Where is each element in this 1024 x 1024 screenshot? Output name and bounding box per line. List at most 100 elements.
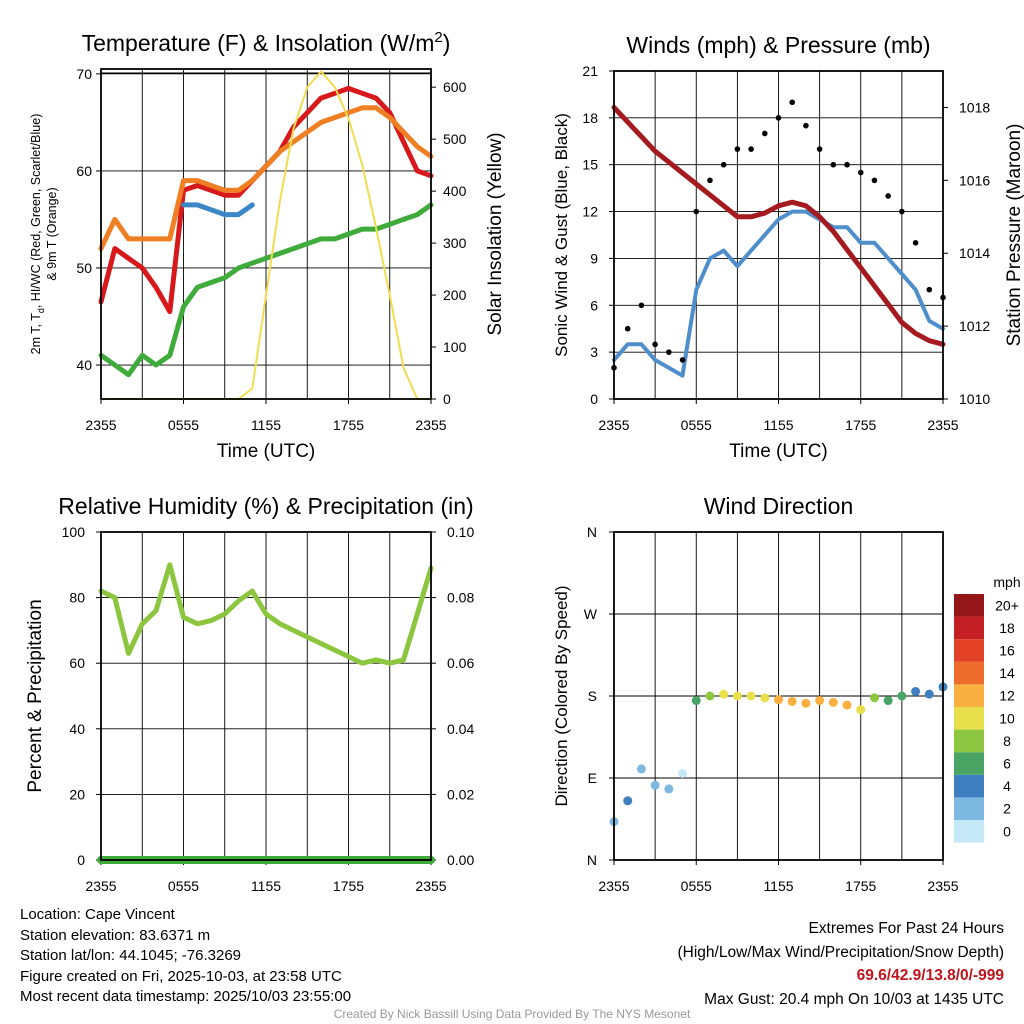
gust-point [707, 177, 713, 184]
extremes-values: 69.6/42.9/13.8/0/-999 [856, 967, 1004, 984]
y-tick-label: 60 [76, 163, 92, 179]
x-tick-label: 0555 [168, 878, 199, 894]
gust-point [912, 240, 919, 246]
panel-title: Temperature (F) & Insolation (W/m2) [82, 29, 451, 56]
gust-point [830, 161, 837, 168]
direction-point [746, 691, 756, 701]
direction-point [678, 768, 688, 778]
y-tick-label: 0 [77, 852, 85, 868]
colorbar-label: 6 [1003, 756, 1011, 772]
colorbar-unit: mph [993, 574, 1020, 590]
y-right-tick-label: 0.04 [447, 721, 474, 737]
station-elevation: Station elevation: 83.6371 m [20, 926, 211, 944]
most-recent-timestamp: Most recent data timestamp: 2025/10/03 2… [20, 988, 352, 1005]
x-tick-label: 1755 [333, 417, 364, 433]
x-tick-label: 2355 [415, 417, 446, 433]
extremes-title: Extremes For Past 24 Hours [808, 920, 1004, 937]
gust-point [734, 146, 741, 152]
gust-point [679, 357, 686, 363]
direction-point [924, 689, 934, 699]
panel-title: Relative Humidity (%) & Precipitation (i… [58, 493, 473, 519]
plot-border [100, 531, 432, 861]
station-location: Location: Cape Vincent [20, 906, 175, 923]
x-tick-label: 2355 [85, 878, 116, 894]
direction-point [664, 784, 674, 794]
x-axis-label: Time (UTC) [729, 441, 828, 462]
extremes-panel: Extremes For Past 24 Hours (High/Low/Max… [678, 917, 1005, 1011]
colorbar-swatch [954, 820, 984, 843]
colorbar-swatch [954, 594, 984, 617]
y-tick-label: S [588, 688, 597, 704]
x-tick-label: 1755 [845, 417, 876, 433]
direction-point [869, 693, 879, 703]
y-tick-label: 100 [62, 524, 86, 540]
direction-point [636, 764, 646, 774]
y-right-tick-label: 1010 [959, 391, 990, 407]
y-axis-label-rest: , HI/WC (Red, Green, Scarlet/Blue) [29, 114, 43, 309]
x-tick-label: 2355 [598, 878, 629, 894]
direction-point [911, 686, 921, 696]
colorbar-swatch [954, 684, 984, 707]
x-tick-label: 1155 [251, 878, 281, 894]
y-tick-label: 9 [590, 250, 598, 266]
series-hi-wc [181, 202, 255, 218]
y-tick-label: 18 [582, 110, 598, 126]
station-latlon: Station lat/lon: 44.1045; -76.3269 [20, 947, 242, 964]
title-tail: ) [443, 30, 451, 56]
direction-point [691, 696, 701, 706]
y-tick-label: 40 [76, 357, 92, 373]
gust-point [720, 161, 727, 168]
y-right-tick-label: 1014 [959, 245, 990, 261]
colorbar-swatch [954, 616, 984, 640]
colorbar-label: 20+ [995, 597, 1019, 613]
x-tick-label: 2355 [415, 878, 446, 894]
figure-created: Figure created on Fri, 2025-10-03, at 23… [20, 967, 342, 985]
colorbar-label: 4 [1003, 778, 1011, 794]
y-right-tick-label: 1018 [959, 99, 990, 115]
station-info: Location: Cape Vincent Station elevation… [20, 905, 351, 1008]
direction-point [760, 693, 770, 703]
gust-point [666, 349, 672, 355]
series-9m-t [98, 105, 434, 252]
y-right-tick-label: 0.00 [447, 852, 474, 868]
direction-point [856, 705, 866, 715]
y-tick-label: 60 [69, 655, 85, 671]
y-axis-label-line2: & 9m T (Orange) [45, 187, 59, 280]
y-axis-label-subscript: d [36, 308, 46, 313]
gust-point [844, 161, 850, 168]
colorbar-swatch [954, 797, 984, 820]
y-tick-label: 20 [69, 786, 85, 802]
gust-point [816, 146, 823, 152]
y-right-tick-label: 600 [443, 79, 467, 95]
extremes-subtitle: (High/Low/Max Wind/Precipitation/Snow De… [677, 943, 1005, 961]
panel-1: 2355 0555 1155 1755 2355 Winds (mph) & Pressu… [552, 32, 1024, 462]
direction-point [801, 698, 811, 708]
max-gust: Max Gust: 20.4 mph On 10/03 at 1435 UTC [704, 990, 1004, 1008]
y-tick-label: 3 [590, 344, 598, 360]
colorbar-label: 10 [999, 710, 1015, 726]
y-tick-label: W [584, 606, 598, 622]
direction-point [719, 689, 729, 699]
colorbar-swatch [954, 752, 984, 775]
y-right-tick-label: 200 [443, 287, 467, 303]
direction-point [732, 691, 742, 701]
y-tick-label: 6 [590, 297, 598, 313]
y-axis-label: Direction (Colored By Speed) [552, 585, 571, 806]
y-tick-label: 15 [582, 157, 598, 173]
direction-point [787, 696, 797, 706]
colorbar-label: 8 [1003, 733, 1011, 749]
colorbar-swatch [954, 707, 984, 730]
y-right-tick-label: 0.02 [447, 786, 474, 802]
panel-title: Wind Direction [704, 493, 854, 519]
colorbar-swatch [954, 729, 984, 753]
y-tick-label: E [588, 770, 597, 786]
y-tick-label: N [587, 524, 597, 540]
y-tick-label: 40 [69, 721, 85, 737]
gust-point [871, 177, 878, 184]
direction-point [650, 780, 660, 790]
direction-point [828, 697, 838, 707]
title-superscript: 2 [434, 29, 442, 46]
gust-point [803, 122, 809, 129]
panel-3: 2355 0555 1155 1755 2355 Wind Direction N E S W N D… [552, 493, 959, 894]
